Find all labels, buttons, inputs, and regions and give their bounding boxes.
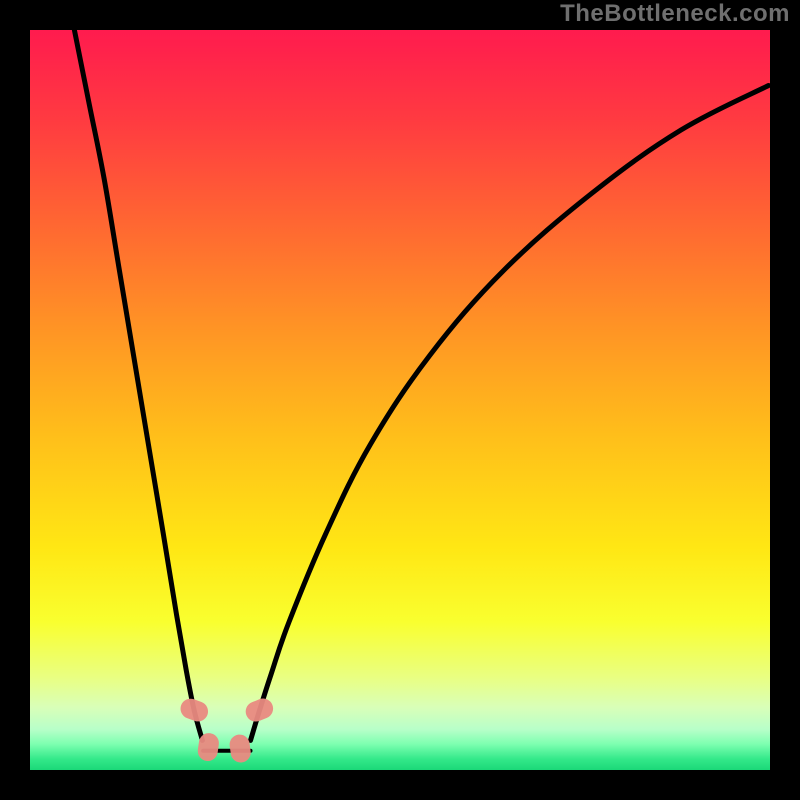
watermark-label: TheBottleneck.com: [560, 0, 790, 28]
chart-container: TheBottleneck.com: [0, 0, 800, 800]
bottleneck-chart: [0, 0, 800, 800]
